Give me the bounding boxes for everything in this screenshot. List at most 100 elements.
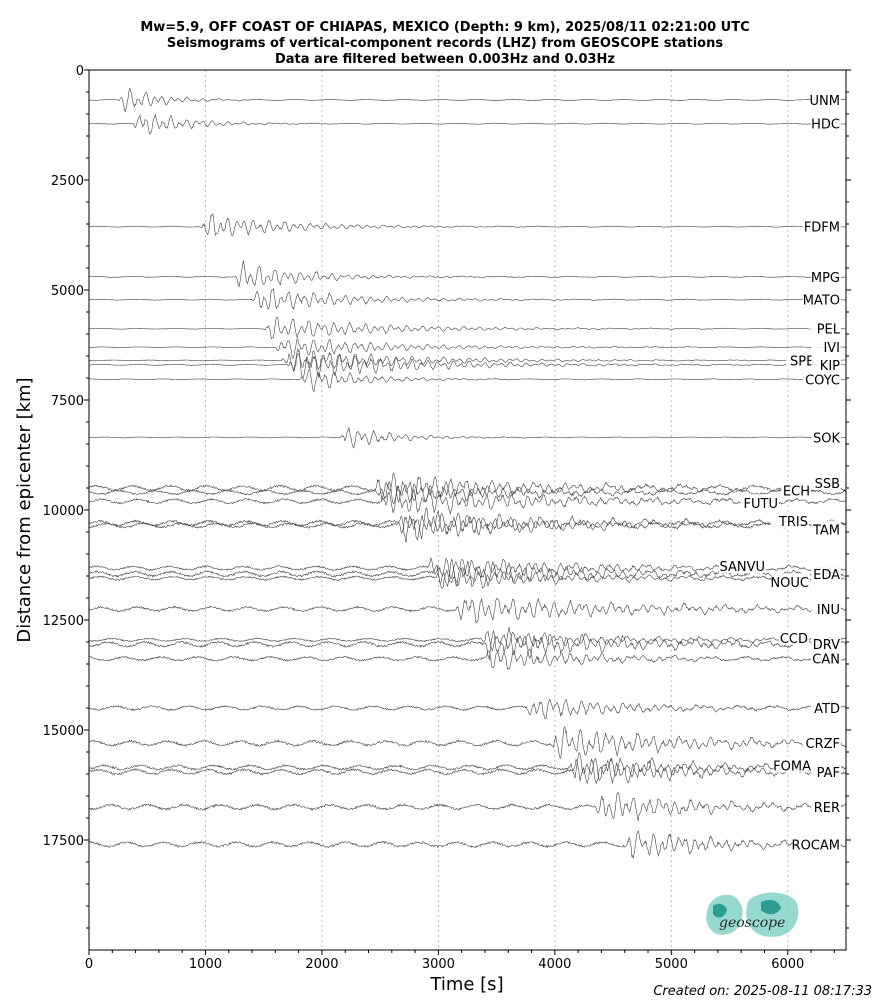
station-label-bg (811, 319, 841, 336)
station-label-bg (811, 267, 841, 284)
station-label-bg (811, 564, 841, 581)
station-label-eda: EDA (813, 568, 840, 583)
station-label-ech: ECH (783, 484, 810, 499)
trace-inu (88, 597, 847, 624)
station-label-paf: PAF (817, 766, 840, 781)
station-label-bg (786, 351, 816, 368)
station-label-bg (740, 494, 779, 511)
station-label-bg (811, 90, 841, 107)
y-tick-label: 10000 (43, 504, 84, 519)
station-label-hdc: HDC (811, 118, 840, 133)
trace-coyc (88, 367, 846, 393)
y-axis-ticks: 0 2500 5000 7500 10000 12500 15000 17500 (43, 64, 851, 929)
trace-rer (88, 792, 847, 821)
trace-spb (88, 348, 846, 372)
station-label-bg (811, 355, 841, 372)
station-label-bg (802, 290, 841, 307)
station-label-bg (811, 474, 841, 490)
logo-globe-right (746, 892, 799, 937)
station-label-inu: INU (817, 603, 840, 618)
y-tick-label: 5000 (51, 284, 84, 299)
vertical-gridlines (204, 70, 789, 950)
trace-foma (88, 752, 846, 781)
station-label-futu: FUTU (744, 497, 778, 512)
y-tick-label: 17500 (43, 834, 84, 849)
x-tick-label: 1000 (189, 957, 222, 972)
station-label-sanvu: SANVU (719, 560, 765, 575)
station-label-unm: UNM (810, 94, 840, 109)
station-label-bg (779, 628, 809, 645)
logo-land-2 (761, 900, 781, 915)
y-tick-label: 2500 (51, 174, 84, 189)
station-label-bg (771, 573, 810, 590)
trace-atd (88, 698, 846, 720)
station-label-rer: RER (814, 801, 840, 816)
x-axis-label: Time [s] (429, 974, 503, 995)
x-tick-label: 0 (85, 957, 93, 972)
station-label-bg (811, 635, 841, 652)
station-label-mato: MATO (803, 294, 840, 309)
station-label-atd: ATD (814, 702, 840, 717)
station-label-kip: KIP (820, 359, 840, 374)
station-label-tris: TRIS (778, 515, 808, 530)
x-tick-label: 3000 (422, 957, 455, 972)
station-label-mpg: MPG (811, 271, 840, 286)
x-tick-label: 4000 (538, 957, 571, 972)
station-label-fdfm: FDFM (804, 221, 840, 236)
trace-sok (88, 426, 846, 449)
station-label-bg (770, 512, 809, 529)
trace-pel (88, 317, 846, 340)
logo-land-1 (713, 903, 727, 918)
x-axis-ticks: 0 1000 2000 3000 4000 5000 6000 (85, 950, 835, 972)
station-label-rocam: ROCAM (792, 838, 840, 853)
trace-ech (88, 481, 847, 504)
station-label-bg (811, 600, 841, 616)
title-line-2: Seismograms of vertical-component record… (167, 36, 723, 51)
trace-ssb (88, 472, 846, 503)
station-label-bg (811, 338, 841, 355)
chart-title: Mw=5.9, OFF COAST OF CHIAPAS, MEXICO (De… (140, 20, 749, 67)
x-tick-label: 2000 (305, 957, 338, 972)
created-on-footer: Created on: 2025-08-11 08:17:33 (653, 984, 872, 999)
station-label-bg (811, 428, 841, 445)
station-label-nouc: NOUC (770, 576, 809, 591)
trace-unm (88, 88, 846, 113)
title-line-3: Data are filtered between 0.003Hz and 0.… (275, 52, 615, 67)
x-tick-label: 5000 (655, 957, 688, 972)
title-line-1: Mw=5.9, OFF COAST OF CHIAPAS, MEXICO (De… (140, 20, 749, 35)
station-label-bg (794, 835, 841, 852)
station-label-bg (811, 762, 841, 779)
trace-hdc (89, 114, 846, 136)
seismogram-traces (88, 88, 847, 859)
trace-futu (88, 485, 846, 515)
trace-tam (88, 510, 846, 541)
y-tick-label: 12500 (43, 614, 84, 629)
x-tick-label: 6000 (771, 957, 804, 972)
station-label-bg (802, 217, 841, 234)
trace-crzf (88, 726, 846, 759)
station-label-bg (719, 557, 766, 574)
logo-text: geoscope (719, 915, 785, 931)
station-label-bg (781, 481, 811, 498)
station-label-bg (811, 114, 841, 131)
y-tick-label: 15000 (43, 724, 84, 739)
trace-paf (88, 758, 847, 785)
trace-mpg (88, 260, 846, 288)
y-tick-label: 0 (76, 64, 84, 79)
trace-nouc (88, 567, 846, 589)
station-label-bg (802, 370, 841, 387)
y-axis-label: Distance from epicenter [km] (14, 377, 35, 642)
station-label-ssb: SSB (815, 477, 840, 492)
station-label-sok: SOK (813, 431, 840, 446)
station-label-bg (811, 520, 841, 537)
plot-frame (88, 69, 847, 951)
station-label-can: CAN (812, 653, 840, 668)
trace-tris (88, 507, 847, 543)
y-tick-label: 7500 (51, 394, 84, 409)
trace-drv (88, 626, 846, 660)
station-label-pel: PEL (817, 323, 841, 338)
station-label-bg (811, 699, 841, 715)
station-label-drv: DRV (813, 638, 840, 653)
trace-mato (89, 287, 846, 311)
